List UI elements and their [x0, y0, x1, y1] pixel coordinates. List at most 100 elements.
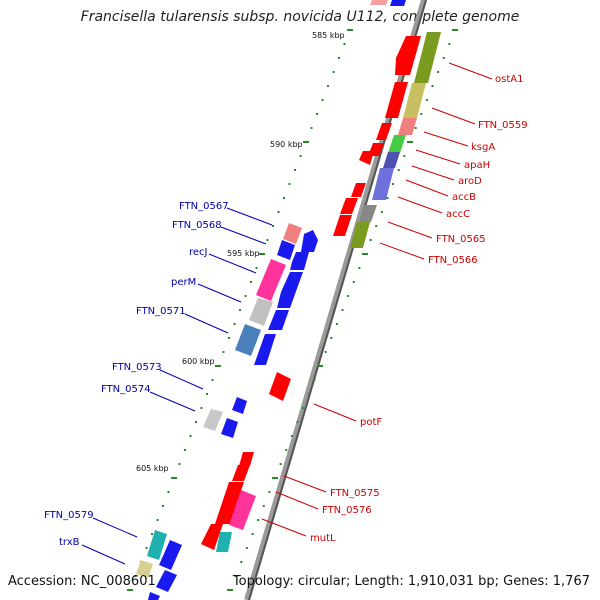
- tick-dot: [330, 337, 333, 339]
- gene-label-FTN_0574[interactable]: FTN_0574: [101, 384, 151, 395]
- tick-dot: [414, 127, 417, 129]
- tick-dot: [431, 85, 434, 87]
- gene-arrow-FTN_0559[interactable]: [385, 82, 408, 118]
- leader-FTN_0559: [431, 107, 476, 125]
- gene-arrow-FTN_0574[interactable]: [221, 418, 238, 438]
- tick-dot: [321, 99, 324, 101]
- tick-dot: [407, 141, 413, 143]
- tick-dot: [272, 477, 278, 479]
- gene-arrow-aroD[interactable]: [359, 151, 374, 165]
- gene-label-FTN_0566[interactable]: FTN_0566: [428, 255, 478, 266]
- gene-label-aroD[interactable]: aroD: [458, 176, 482, 187]
- feature-block-blue-top: [390, 0, 406, 6]
- feature-block-lightgrey-rev: [249, 298, 273, 326]
- feature-block-teal-rev: [147, 530, 167, 560]
- gene-label-FTN_0571[interactable]: FTN_0571: [136, 306, 186, 317]
- topology-text: Topology: circular; Length: 1,910,031 bp…: [232, 574, 590, 589]
- tick-dot: [257, 519, 260, 521]
- gene-arrow-recJ[interactable]: [277, 272, 303, 308]
- gene-arrow-perM[interactable]: [268, 310, 289, 330]
- tick-dot: [324, 351, 327, 353]
- gene-label-recJ[interactable]: recJ: [189, 247, 208, 258]
- tick-dot: [442, 57, 445, 59]
- leader-apaH: [415, 149, 461, 165]
- gene-label-accC[interactable]: accC: [446, 209, 470, 220]
- tick-dot: [134, 575, 137, 577]
- tick-dot: [448, 43, 451, 45]
- tick-dot: [437, 71, 440, 73]
- feature-block-grey-rev: [203, 409, 223, 431]
- tick-labels: 585 kbp 590 kbp 595 kbp 600 kbp 605 kbp: [136, 31, 345, 473]
- tick-dot: [352, 281, 355, 283]
- reverse-gene-leaders: FTN_0567 FTN_0568 recJ perM FTN_0571 FTN…: [44, 201, 273, 565]
- reverse-strand-genes: [148, 230, 318, 600]
- gene-label-ksgA[interactable]: ksgA: [471, 142, 495, 153]
- gene-arrow-FTN_0573[interactable]: [232, 397, 247, 414]
- tick-dot: [316, 113, 318, 115]
- tick-dot: [347, 29, 353, 31]
- gene-label-FTN_0579[interactable]: FTN_0579: [44, 510, 94, 521]
- tick-dot: [277, 211, 280, 213]
- gene-arrow-potF[interactable]: [269, 372, 291, 401]
- gene-label-potF[interactable]: potF: [360, 417, 382, 428]
- gene-label-mutL[interactable]: mutL: [310, 533, 336, 544]
- tick-dot: [307, 393, 310, 395]
- leader-FTN_0567: [226, 207, 273, 226]
- tick-marks: [127, 29, 458, 591]
- gene-label-accB[interactable]: accB: [452, 192, 476, 203]
- gene-arrow-FTN_0575[interactable]: [239, 452, 254, 466]
- gene-label-FTN_0575[interactable]: FTN_0575: [330, 488, 380, 499]
- gene-label-trxB[interactable]: trxB: [59, 537, 80, 548]
- tick-dot: [425, 99, 428, 101]
- leader-FTN_0565: [387, 221, 433, 239]
- leader-FTN_0575: [283, 475, 327, 493]
- tick-dot: [215, 365, 221, 367]
- leader-FTN_0566: [379, 242, 425, 260]
- gene-arrow-ksgA[interactable]: [376, 123, 392, 140]
- tick-dot: [288, 183, 291, 185]
- gene-label-apaH[interactable]: apaH: [464, 160, 490, 171]
- gene-label-FTN_0565[interactable]: FTN_0565: [436, 234, 486, 245]
- gene-label-FTN_0568[interactable]: FTN_0568: [172, 220, 222, 231]
- tick-dot: [189, 435, 192, 437]
- gene-arrow-mutL[interactable]: [215, 482, 244, 524]
- tick-dot: [171, 477, 177, 479]
- tick-label-585: 585 kbp: [312, 31, 345, 40]
- tick-dot: [332, 71, 335, 73]
- gene-label-FTN_0559[interactable]: FTN_0559: [478, 120, 528, 131]
- tick-dot: [313, 379, 316, 381]
- gene-label-perM[interactable]: perM: [171, 277, 196, 288]
- gene-arrow-ostA1[interactable]: [395, 36, 421, 75]
- gene-label-FTN_0567[interactable]: FTN_0567: [179, 201, 229, 212]
- feature-block-magenta: [229, 490, 256, 530]
- leader-FTN_0571: [184, 313, 229, 334]
- tick-dot: [358, 267, 361, 269]
- reverse-feature-blocks: [136, 223, 302, 578]
- gene-arrow-FTN_0579[interactable]: [159, 540, 182, 570]
- gene-arrow-mutL-tail[interactable]: [201, 524, 223, 550]
- gene-arrow-FTN_0568[interactable]: [290, 252, 309, 270]
- tick-dot: [294, 169, 296, 171]
- gene-arrow-FTN_0567[interactable]: [301, 230, 318, 252]
- feature-block-teal: [216, 532, 232, 552]
- gene-arrow-bottom[interactable]: [148, 592, 160, 600]
- gene-arrow-trxB[interactable]: [156, 570, 177, 592]
- leader-trxB: [81, 544, 126, 565]
- tick-dot: [380, 211, 383, 213]
- feature-block-lavender: [372, 168, 394, 200]
- gene-arrow-accC[interactable]: [340, 198, 358, 214]
- gene-label-FTN_0576[interactable]: FTN_0576: [322, 505, 372, 516]
- leader-mutL: [261, 518, 307, 537]
- gene-label-ostA1[interactable]: ostA1: [495, 74, 523, 85]
- gene-label-FTN_0573[interactable]: FTN_0573: [112, 362, 162, 373]
- tick-dot: [222, 351, 225, 353]
- gene-arrow-FTN_0571[interactable]: [254, 334, 276, 365]
- leader-accB: [405, 179, 449, 197]
- feature-block-khaki-rev: [136, 560, 153, 578]
- gene-arrow-FTN_0576[interactable]: [232, 465, 250, 481]
- gene-arrow-accB[interactable]: [351, 183, 366, 197]
- tick-dot: [279, 463, 282, 465]
- gene-arrow-FTN_0565[interactable]: [333, 215, 352, 236]
